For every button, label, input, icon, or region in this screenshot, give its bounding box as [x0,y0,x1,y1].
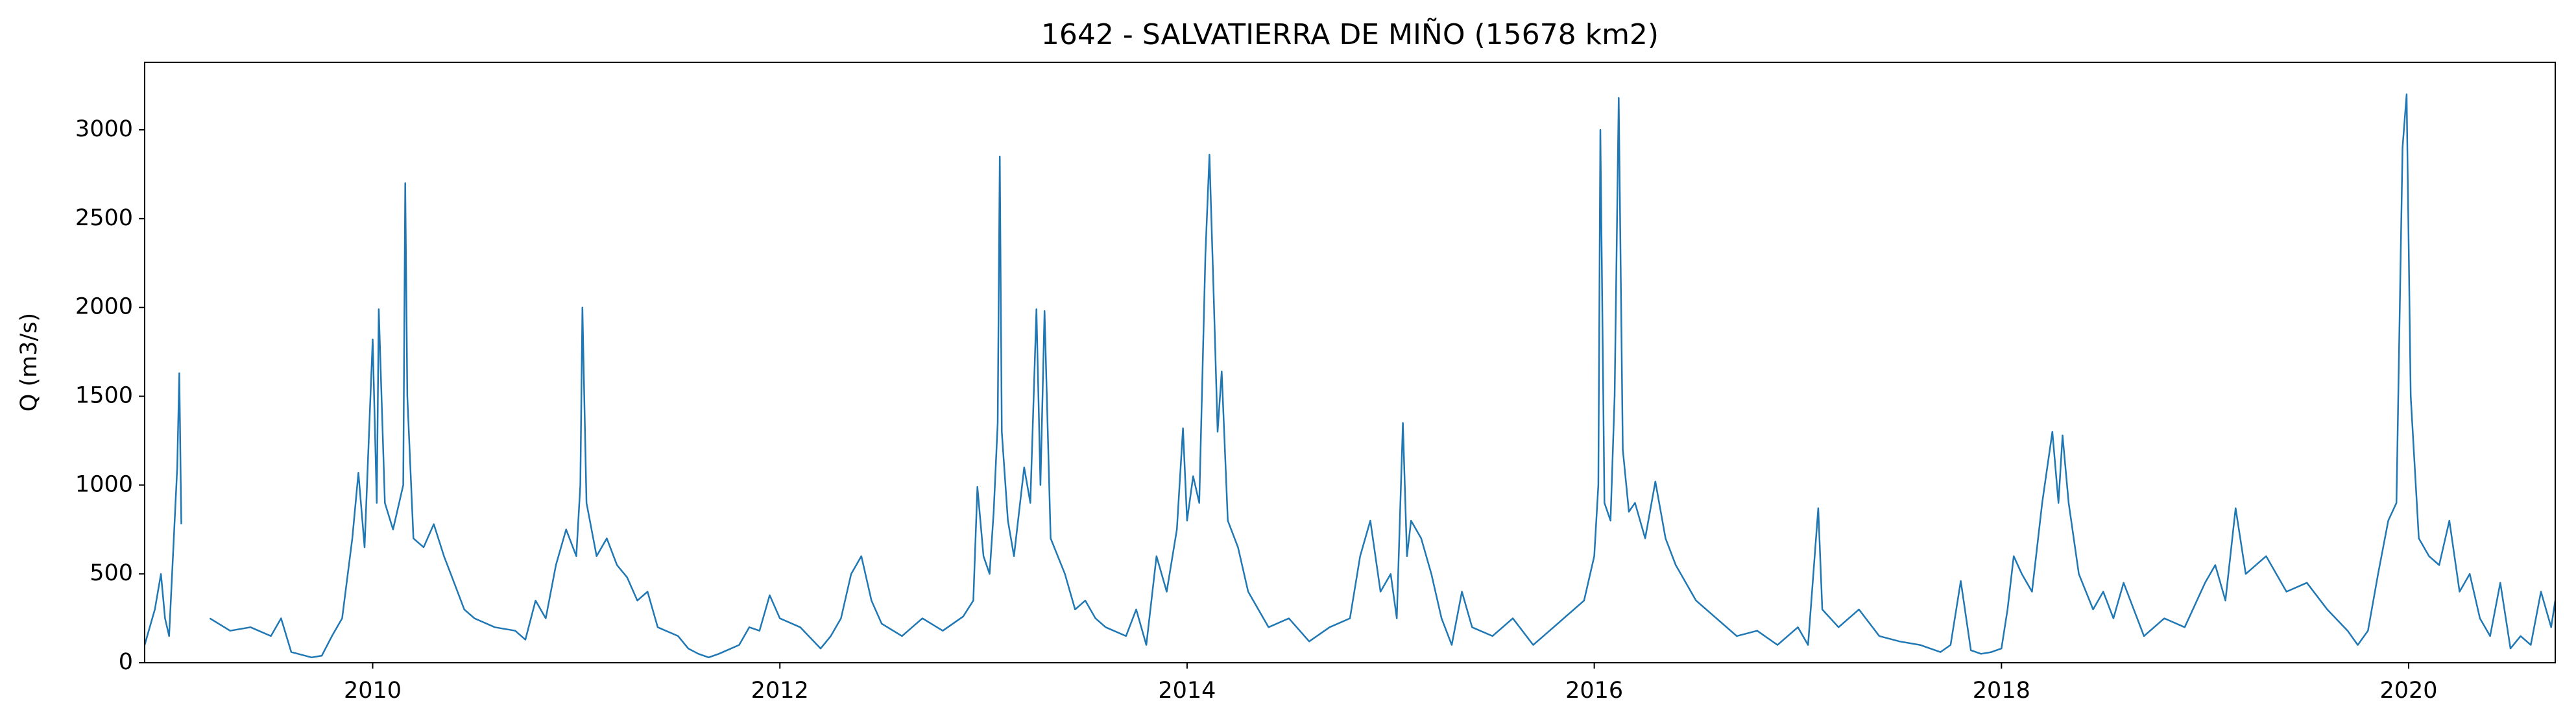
y-axis-label: Q (m3/s) [16,313,42,412]
x-tick-label: 2010 [344,678,402,704]
y-tick-label: 1000 [75,471,133,497]
plot-frame [144,62,2556,663]
y-tick-label: 3000 [75,116,133,142]
x-tick-label: 2018 [1973,678,2030,704]
y-tick-label: 1500 [75,382,133,408]
y-tick-label: 500 [90,560,133,586]
x-tick-label: 2014 [1158,678,1216,704]
x-tick-label: 2016 [1565,678,1623,704]
chart-title: 1642 - SALVATIERRA DE MIÑO (15678 km2) [1041,18,1659,51]
y-tick-label: 0 [119,649,133,675]
y-tick-label: 2000 [75,294,133,320]
x-tick-label: 2012 [751,678,809,704]
y-tick-label: 2500 [75,205,133,231]
flow-line [143,93,2557,659]
x-tick-label: 2020 [2379,678,2437,704]
